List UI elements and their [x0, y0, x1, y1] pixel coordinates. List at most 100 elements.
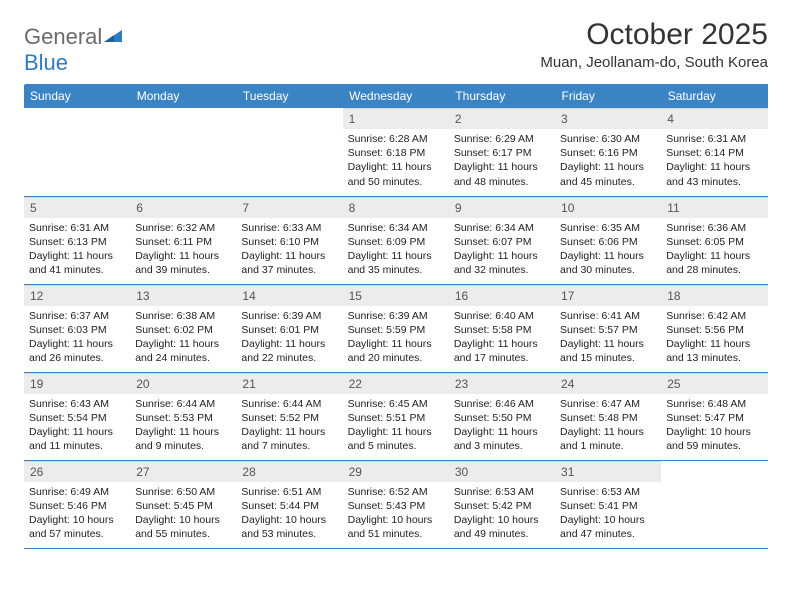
sunrise-text: Sunrise: 6:37 AM [29, 309, 125, 323]
day-content: Sunrise: 6:35 AMSunset: 6:06 PMDaylight:… [555, 218, 661, 282]
weekday-header-row: Sunday Monday Tuesday Wednesday Thursday… [24, 84, 768, 108]
daylight-text: Daylight: 10 hours and 57 minutes. [29, 513, 125, 541]
calendar-day-cell: 3Sunrise: 6:30 AMSunset: 6:16 PMDaylight… [555, 108, 661, 196]
daylight-text: Daylight: 10 hours and 49 minutes. [454, 513, 550, 541]
day-content: Sunrise: 6:51 AMSunset: 5:44 PMDaylight:… [236, 482, 342, 546]
sunrise-text: Sunrise: 6:34 AM [454, 221, 550, 235]
sunrise-text: Sunrise: 6:41 AM [560, 309, 656, 323]
sunset-text: Sunset: 6:17 PM [454, 146, 550, 160]
calendar-week-row: 5Sunrise: 6:31 AMSunset: 6:13 PMDaylight… [24, 196, 768, 284]
day-number: 4 [661, 108, 767, 129]
calendar-day-cell [661, 460, 767, 548]
sunrise-text: Sunrise: 6:44 AM [135, 397, 231, 411]
daylight-text: Daylight: 11 hours and 43 minutes. [666, 160, 762, 188]
daylight-text: Daylight: 11 hours and 37 minutes. [241, 249, 337, 277]
calendar-day-cell: 10Sunrise: 6:35 AMSunset: 6:06 PMDayligh… [555, 196, 661, 284]
sunset-text: Sunset: 6:07 PM [454, 235, 550, 249]
daylight-text: Daylight: 10 hours and 53 minutes. [241, 513, 337, 541]
day-number: 17 [555, 285, 661, 306]
sunrise-text: Sunrise: 6:43 AM [29, 397, 125, 411]
sunset-text: Sunset: 6:03 PM [29, 323, 125, 337]
day-number: 11 [661, 197, 767, 218]
calendar-day-cell: 14Sunrise: 6:39 AMSunset: 6:01 PMDayligh… [236, 284, 342, 372]
weekday-header: Sunday [24, 84, 130, 108]
calendar-day-cell [236, 108, 342, 196]
daylight-text: Daylight: 11 hours and 24 minutes. [135, 337, 231, 365]
daylight-text: Daylight: 11 hours and 9 minutes. [135, 425, 231, 453]
calendar-day-cell: 23Sunrise: 6:46 AMSunset: 5:50 PMDayligh… [449, 372, 555, 460]
sunrise-text: Sunrise: 6:46 AM [454, 397, 550, 411]
sunset-text: Sunset: 5:43 PM [348, 499, 444, 513]
sunset-text: Sunset: 6:13 PM [29, 235, 125, 249]
sunrise-text: Sunrise: 6:51 AM [241, 485, 337, 499]
calendar-body: 1Sunrise: 6:28 AMSunset: 6:18 PMDaylight… [24, 108, 768, 548]
calendar-day-cell: 31Sunrise: 6:53 AMSunset: 5:41 PMDayligh… [555, 460, 661, 548]
calendar-day-cell: 29Sunrise: 6:52 AMSunset: 5:43 PMDayligh… [343, 460, 449, 548]
sunset-text: Sunset: 5:50 PM [454, 411, 550, 425]
day-content: Sunrise: 6:41 AMSunset: 5:57 PMDaylight:… [555, 306, 661, 370]
calendar-day-cell: 18Sunrise: 6:42 AMSunset: 5:56 PMDayligh… [661, 284, 767, 372]
daylight-text: Daylight: 11 hours and 35 minutes. [348, 249, 444, 277]
calendar-day-cell: 2Sunrise: 6:29 AMSunset: 6:17 PMDaylight… [449, 108, 555, 196]
sunset-text: Sunset: 6:09 PM [348, 235, 444, 249]
sunset-text: Sunset: 6:05 PM [666, 235, 762, 249]
day-content: Sunrise: 6:40 AMSunset: 5:58 PMDaylight:… [449, 306, 555, 370]
logo-text-part2: Blue [24, 50, 68, 75]
calendar-day-cell: 7Sunrise: 6:33 AMSunset: 6:10 PMDaylight… [236, 196, 342, 284]
day-number: 1 [343, 108, 449, 129]
day-content: Sunrise: 6:43 AMSunset: 5:54 PMDaylight:… [24, 394, 130, 458]
daylight-text: Daylight: 10 hours and 51 minutes. [348, 513, 444, 541]
day-number: 26 [24, 461, 130, 482]
sunrise-text: Sunrise: 6:53 AM [454, 485, 550, 499]
calendar-day-cell: 24Sunrise: 6:47 AMSunset: 5:48 PMDayligh… [555, 372, 661, 460]
sunset-text: Sunset: 6:02 PM [135, 323, 231, 337]
day-number: 10 [555, 197, 661, 218]
day-number: 22 [343, 373, 449, 394]
calendar-day-cell: 1Sunrise: 6:28 AMSunset: 6:18 PMDaylight… [343, 108, 449, 196]
sunset-text: Sunset: 5:41 PM [560, 499, 656, 513]
day-content: Sunrise: 6:36 AMSunset: 6:05 PMDaylight:… [661, 218, 767, 282]
day-number: 9 [449, 197, 555, 218]
calendar-week-row: 1Sunrise: 6:28 AMSunset: 6:18 PMDaylight… [24, 108, 768, 196]
daylight-text: Daylight: 11 hours and 39 minutes. [135, 249, 231, 277]
daylight-text: Daylight: 11 hours and 50 minutes. [348, 160, 444, 188]
weekday-header: Friday [555, 84, 661, 108]
daylight-text: Daylight: 11 hours and 45 minutes. [560, 160, 656, 188]
sunrise-text: Sunrise: 6:31 AM [666, 132, 762, 146]
sunset-text: Sunset: 5:45 PM [135, 499, 231, 513]
daylight-text: Daylight: 11 hours and 28 minutes. [666, 249, 762, 277]
sunrise-text: Sunrise: 6:47 AM [560, 397, 656, 411]
daylight-text: Daylight: 10 hours and 59 minutes. [666, 425, 762, 453]
daylight-text: Daylight: 11 hours and 32 minutes. [454, 249, 550, 277]
sunset-text: Sunset: 5:53 PM [135, 411, 231, 425]
day-content: Sunrise: 6:30 AMSunset: 6:16 PMDaylight:… [555, 129, 661, 193]
sunset-text: Sunset: 5:42 PM [454, 499, 550, 513]
sunrise-text: Sunrise: 6:35 AM [560, 221, 656, 235]
sunrise-text: Sunrise: 6:42 AM [666, 309, 762, 323]
sunset-text: Sunset: 5:44 PM [241, 499, 337, 513]
sunrise-text: Sunrise: 6:53 AM [560, 485, 656, 499]
sunrise-text: Sunrise: 6:44 AM [241, 397, 337, 411]
day-number: 15 [343, 285, 449, 306]
daylight-text: Daylight: 11 hours and 17 minutes. [454, 337, 550, 365]
day-number: 19 [24, 373, 130, 394]
day-content: Sunrise: 6:53 AMSunset: 5:41 PMDaylight:… [555, 482, 661, 546]
sunset-text: Sunset: 5:56 PM [666, 323, 762, 337]
day-number: 27 [130, 461, 236, 482]
calendar-day-cell: 12Sunrise: 6:37 AMSunset: 6:03 PMDayligh… [24, 284, 130, 372]
day-number: 23 [449, 373, 555, 394]
calendar-day-cell: 25Sunrise: 6:48 AMSunset: 5:47 PMDayligh… [661, 372, 767, 460]
sunset-text: Sunset: 6:01 PM [241, 323, 337, 337]
daylight-text: Daylight: 10 hours and 55 minutes. [135, 513, 231, 541]
day-content: Sunrise: 6:31 AMSunset: 6:13 PMDaylight:… [24, 218, 130, 282]
sunrise-text: Sunrise: 6:52 AM [348, 485, 444, 499]
daylight-text: Daylight: 11 hours and 30 minutes. [560, 249, 656, 277]
day-number: 7 [236, 197, 342, 218]
day-number: 18 [661, 285, 767, 306]
day-number: 31 [555, 461, 661, 482]
day-content: Sunrise: 6:44 AMSunset: 5:52 PMDaylight:… [236, 394, 342, 458]
day-number: 20 [130, 373, 236, 394]
calendar-week-row: 26Sunrise: 6:49 AMSunset: 5:46 PMDayligh… [24, 460, 768, 548]
sunset-text: Sunset: 6:10 PM [241, 235, 337, 249]
daylight-text: Daylight: 11 hours and 7 minutes. [241, 425, 337, 453]
